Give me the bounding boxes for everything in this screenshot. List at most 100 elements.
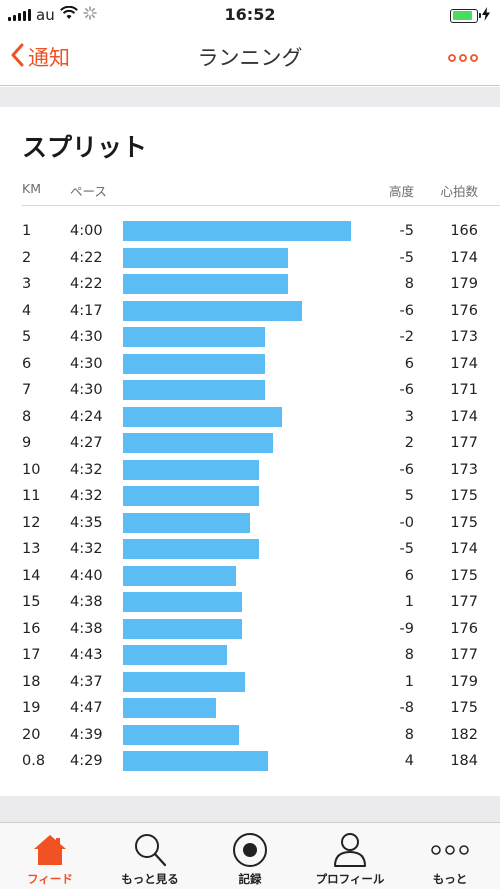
tab-label: もっと見る (121, 872, 179, 886)
split-pace: 4:22 (70, 249, 103, 266)
split-pace: 4:32 (70, 461, 103, 478)
split-km: 20 (22, 726, 41, 743)
split-elevation: -5 (399, 249, 414, 266)
split-heart-rate: 173 (450, 461, 478, 478)
split-pace: 4:40 (70, 567, 103, 584)
back-label: 通知 (28, 46, 70, 70)
page-title: ランニング (197, 46, 303, 70)
split-pace-bar (123, 645, 227, 665)
tab-home[interactable]: フィード (0, 823, 100, 889)
split-row: 9 4:27 2 177 (0, 430, 500, 457)
more-icon (430, 831, 470, 869)
split-pace-bar (123, 512, 250, 533)
split-pace: 4:32 (70, 541, 103, 557)
nav-bar: 通知 ランニング (0, 30, 500, 86)
split-heart-rate: 175 (450, 514, 478, 531)
split-elevation: 4 (404, 753, 414, 769)
split-row: 2 4:22 -5 174 (0, 245, 500, 272)
split-km: 9 (22, 435, 32, 451)
wifi-icon (59, 5, 78, 24)
column-header-elevation: 高度 (388, 184, 414, 199)
split-elevation: -6 (399, 382, 414, 398)
status-bar: au 16:52 (0, 0, 500, 30)
split-pace: 4:37 (70, 673, 103, 690)
split-elevation: 1 (404, 673, 414, 690)
split-pace-bar (123, 380, 265, 400)
split-pace: 4:30 (70, 329, 103, 345)
split-km: 10 (22, 461, 41, 478)
split-km: 11 (22, 488, 41, 504)
column-header-heart-rate: 心拍数 (440, 184, 478, 199)
tab-label: フィード (27, 872, 73, 886)
split-heart-rate: 176 (450, 302, 478, 319)
split-heart-rate: 184 (450, 753, 478, 769)
split-row: 19 4:47 -8 175 (0, 695, 500, 722)
split-pace-bar (123, 618, 242, 639)
status-right (450, 6, 490, 25)
charging-icon (482, 6, 490, 25)
split-heart-rate: 179 (450, 673, 478, 690)
split-elevation: 6 (404, 567, 414, 584)
split-pace: 4:39 (70, 726, 103, 743)
split-elevation: 8 (404, 726, 414, 743)
status-left: au (8, 5, 97, 24)
split-elevation: -5 (399, 223, 414, 239)
split-pace-bar (123, 433, 273, 453)
section-separator (0, 87, 500, 107)
split-row: 11 4:32 5 175 (0, 483, 500, 510)
split-row: 4 4:17 -6 176 (0, 298, 500, 325)
split-km: 18 (22, 673, 41, 690)
split-heart-rate: 171 (450, 382, 478, 398)
back-button[interactable]: 通知 (10, 42, 70, 72)
split-row: 10 4:32 -6 173 (0, 457, 500, 484)
tab-label: 記録 (238, 872, 262, 886)
split-row: 1 4:00 -5 166 (0, 218, 500, 245)
split-row: 15 4:38 1 177 (0, 589, 500, 616)
split-pace: 4:24 (70, 408, 103, 425)
home-icon (32, 831, 68, 869)
split-pace: 4:30 (70, 382, 103, 398)
more-options-button[interactable] (448, 48, 478, 67)
tab-bar: フィード もっと見る 記録 プロフィール もっと (0, 822, 500, 889)
split-km: 0.8 (22, 753, 46, 769)
split-elevation: -5 (399, 541, 414, 557)
split-elevation: 3 (404, 408, 414, 425)
split-heart-rate: 175 (450, 567, 478, 584)
tab-profile[interactable]: プロフィール (300, 823, 400, 889)
split-pace: 4:29 (70, 753, 103, 769)
split-elevation: -2 (399, 329, 414, 345)
split-row: 16 4:38 -9 176 (0, 616, 500, 643)
split-row: 6 4:30 6 174 (0, 351, 500, 378)
tab-more[interactable]: もっと (400, 823, 500, 889)
split-heart-rate: 174 (450, 408, 478, 425)
split-heart-rate: 177 (450, 647, 478, 663)
split-pace: 4:00 (70, 223, 103, 239)
battery-icon (450, 8, 481, 23)
tab-search[interactable]: もっと見る (100, 823, 200, 889)
split-elevation: -6 (399, 461, 414, 478)
split-row: 14 4:40 6 175 (0, 563, 500, 590)
split-km: 17 (22, 647, 41, 663)
split-pace-bar (123, 698, 216, 718)
split-elevation: -0 (399, 514, 414, 531)
split-pace-bar (123, 274, 288, 294)
split-pace-bar (123, 353, 265, 374)
split-km: 19 (22, 700, 41, 716)
split-pace: 4:47 (70, 700, 103, 716)
split-pace-bar (123, 247, 288, 268)
split-km: 2 (22, 249, 32, 266)
section-separator-bottom (0, 796, 500, 822)
split-pace-bar (123, 406, 282, 427)
battery-fill (452, 11, 473, 20)
split-pace-bar (123, 592, 242, 612)
split-km: 16 (22, 620, 41, 637)
split-heart-rate: 177 (450, 594, 478, 610)
split-elevation: 2 (404, 435, 414, 451)
split-km: 4 (22, 302, 32, 319)
split-pace: 4:17 (70, 302, 103, 319)
carrier-label: au (36, 6, 55, 24)
split-heart-rate: 177 (450, 435, 478, 451)
splits-title: スプリット (22, 133, 148, 162)
split-km: 13 (22, 541, 41, 557)
tab-record[interactable]: 記録 (200, 823, 300, 889)
